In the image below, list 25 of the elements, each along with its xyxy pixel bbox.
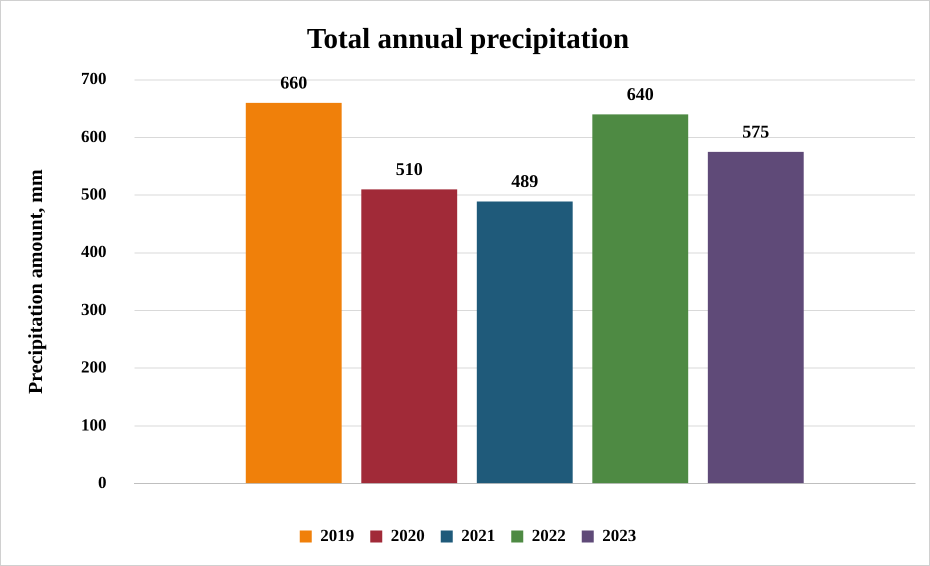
legend-label: 2020 — [390, 526, 425, 545]
data-label: 640 — [626, 84, 654, 104]
bar — [708, 152, 804, 484]
bar — [476, 202, 573, 484]
y-tick-label: 200 — [81, 358, 106, 377]
data-label: 489 — [511, 171, 538, 192]
bar — [246, 102, 342, 484]
y-tick-label: 700 — [81, 69, 106, 88]
y-tick-label: 300 — [81, 300, 106, 319]
legend-label: 2019 — [320, 526, 354, 545]
y-tick-label: 600 — [81, 126, 106, 146]
legend-label: 2023 — [602, 526, 636, 545]
legend-label: 2022 — [532, 526, 566, 545]
y-tick-label: 100 — [81, 415, 106, 434]
data-label: 660 — [280, 72, 308, 93]
legend-label: 2021 — [461, 526, 496, 545]
chart-title: Total annual precipitation — [306, 22, 630, 55]
y-tick-label: 500 — [81, 184, 106, 204]
y-tick-label: 0 — [98, 472, 106, 492]
y-axis-title: Precipitation amount, mm — [25, 169, 48, 394]
data-label: 575 — [742, 122, 770, 142]
data-label: 510 — [396, 159, 423, 180]
y-tick-label: 400 — [81, 242, 106, 262]
bar — [361, 189, 458, 484]
bar — [592, 114, 688, 484]
